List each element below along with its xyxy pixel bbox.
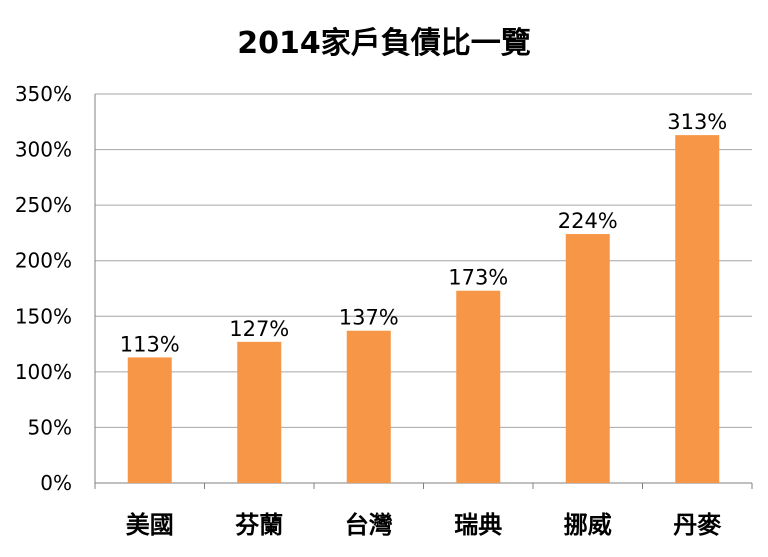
y-tick-label: 50% [28,415,72,439]
x-tick-label: 台灣 [345,511,393,539]
y-tick-label: 350% [15,82,72,106]
bar [565,234,610,483]
x-tick-label: 丹麥 [673,511,722,539]
y-tick-label: 150% [15,304,72,328]
data-labels: 113% 127% 137% 173% 224% 313% [120,110,728,356]
gridlines [95,93,752,484]
x-tick-label: 瑞典 [454,511,502,539]
y-tick-label: 300% [15,138,72,162]
bar [675,135,720,483]
data-label: 113% [120,332,180,356]
chart-title: 2014家戶負債比一覽 [237,26,531,61]
bar [127,357,172,483]
data-label: 173% [448,266,508,290]
x-tick-label: 芬蘭 [235,511,283,539]
bar [346,330,391,483]
x-tick-label: 挪威 [564,511,612,539]
y-tick-label: 0% [40,471,72,495]
data-label: 313% [667,110,727,134]
data-label: 224% [558,209,618,233]
y-tick-label: 200% [15,249,72,273]
x-tick-label: 美國 [126,511,174,539]
data-label: 137% [339,306,399,330]
bar [237,341,282,483]
axes: 0% 50% 100% 150% 200% 250% 300% 350% 美國 芬蘭 台灣 瑞典 挪威 丹… [15,82,753,539]
y-tick-label: 250% [15,193,72,217]
y-tick-label: 100% [15,360,72,384]
data-label: 127% [229,317,289,341]
bars [127,135,720,483]
bar [456,290,501,483]
